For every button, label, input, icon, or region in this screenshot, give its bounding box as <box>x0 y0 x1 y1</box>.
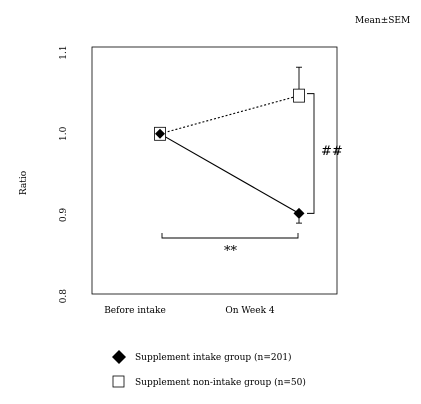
y-tick-label: 0.9 <box>59 208 69 223</box>
legend-label-intake: Supplement intake group (n=201) <box>135 352 292 363</box>
x-category-label: On Week 4 <box>225 306 275 316</box>
y-tick-label: 1.0 <box>59 126 69 141</box>
legend-marker-filled-diamond <box>112 350 126 364</box>
point-intake-before <box>155 128 165 139</box>
within-group-significance: ** <box>224 244 238 259</box>
legend: Supplement intake group (n=201) Suppleme… <box>112 350 306 388</box>
between-group-significance: ## <box>321 144 343 159</box>
mean-sem-annotation: Mean±SEM <box>355 16 410 26</box>
series-layer <box>154 66 305 224</box>
legend-item-intake: Supplement intake group (n=201) <box>112 350 292 364</box>
y-tick-label: 0.8 <box>59 289 69 304</box>
legend-marker-open-square <box>112 375 125 388</box>
x-category-labels: Before intake On Week 4 <box>104 306 275 316</box>
point-intake-week4 <box>293 207 305 219</box>
legend-item-non-intake: Supplement non-intake group (n=50) <box>112 375 306 388</box>
within-group-bracket <box>161 233 299 239</box>
legend-label-non-intake: Supplement non-intake group (n=50) <box>135 377 306 388</box>
point-non-intake-week4 <box>293 88 305 103</box>
y-tick-labels: 0.8 0.9 1.0 1.1 <box>59 45 69 303</box>
series-line-intake <box>159 133 300 214</box>
x-category-label: Before intake <box>104 306 166 316</box>
y-axis-label: Ratio <box>19 171 29 195</box>
plot-frame <box>91 46 338 295</box>
series-line-non-intake <box>159 95 300 135</box>
y-tick-label: 1.1 <box>59 45 69 59</box>
between-group-bracket <box>307 93 315 214</box>
